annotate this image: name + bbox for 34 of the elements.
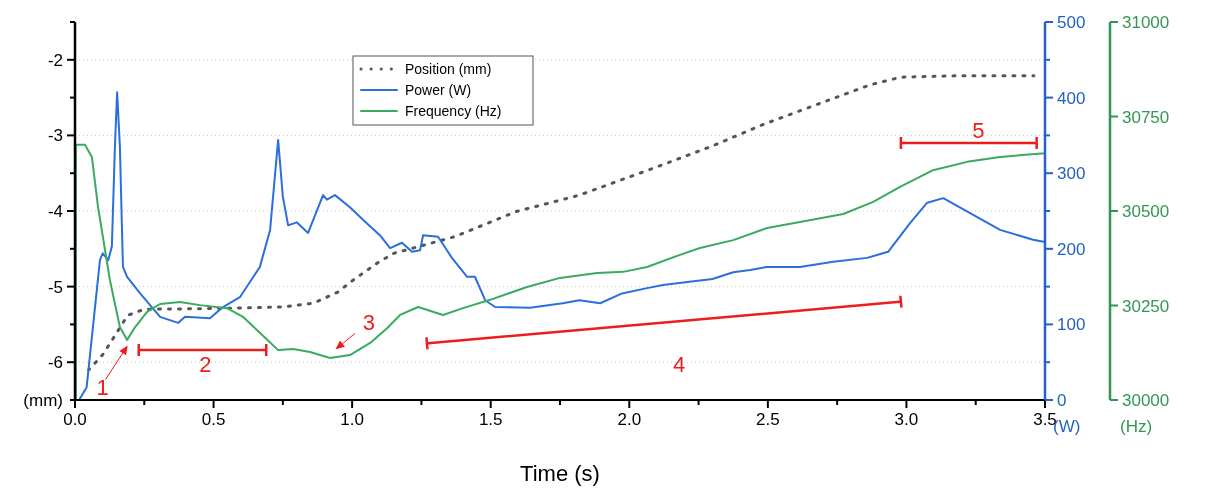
y3-axis-title: (Hz)	[1120, 417, 1153, 436]
legend-label: Frequency (Hz)	[405, 103, 502, 119]
y3-tick-label: 30250	[1122, 296, 1170, 316]
y3-tick-label: 30000	[1122, 391, 1170, 410]
annotation: 1	[96, 375, 109, 401]
annotation: 3	[362, 310, 375, 336]
y-tick-label: -6	[47, 353, 63, 373]
y3-tick-label: 30500	[1122, 202, 1170, 221]
legend-label: Power (W)	[405, 82, 472, 98]
x-tick-label: 0.5	[201, 410, 226, 429]
x-tick-label: 2.5	[756, 410, 780, 429]
legend-label: Position (mm)	[405, 61, 492, 77]
y-tick-label: -4	[47, 202, 63, 221]
y-tick-label: -5	[47, 277, 63, 297]
x-tick-label: 3.0	[894, 410, 919, 429]
y3-tick-label: 31000	[1122, 13, 1170, 32]
y-tick-label: -2	[47, 50, 63, 70]
x-tick-label: 0.0	[63, 410, 87, 429]
annotation: 5	[972, 118, 985, 144]
y2-tick-label: 100	[1057, 315, 1086, 335]
y-axis-title: (mm)	[23, 391, 63, 410]
x-axis-title: Time (s)	[520, 461, 600, 486]
y-tick-label: -3	[47, 126, 63, 146]
y2-tick-label: 400	[1057, 88, 1086, 108]
y2-tick-label: 200	[1057, 239, 1086, 259]
annotation: 2	[199, 351, 212, 377]
x-tick-label: 1.0	[340, 410, 364, 429]
y2-tick-label: 500	[1057, 13, 1086, 32]
y2-tick-label: 0	[1057, 391, 1067, 410]
y3-tick-label: 30750	[1122, 107, 1170, 127]
y2-tick-label: 300	[1057, 164, 1086, 184]
x-tick-label: 2.0	[617, 410, 642, 429]
annotation: 4	[673, 351, 686, 377]
x-tick-label: 1.5	[478, 410, 503, 429]
